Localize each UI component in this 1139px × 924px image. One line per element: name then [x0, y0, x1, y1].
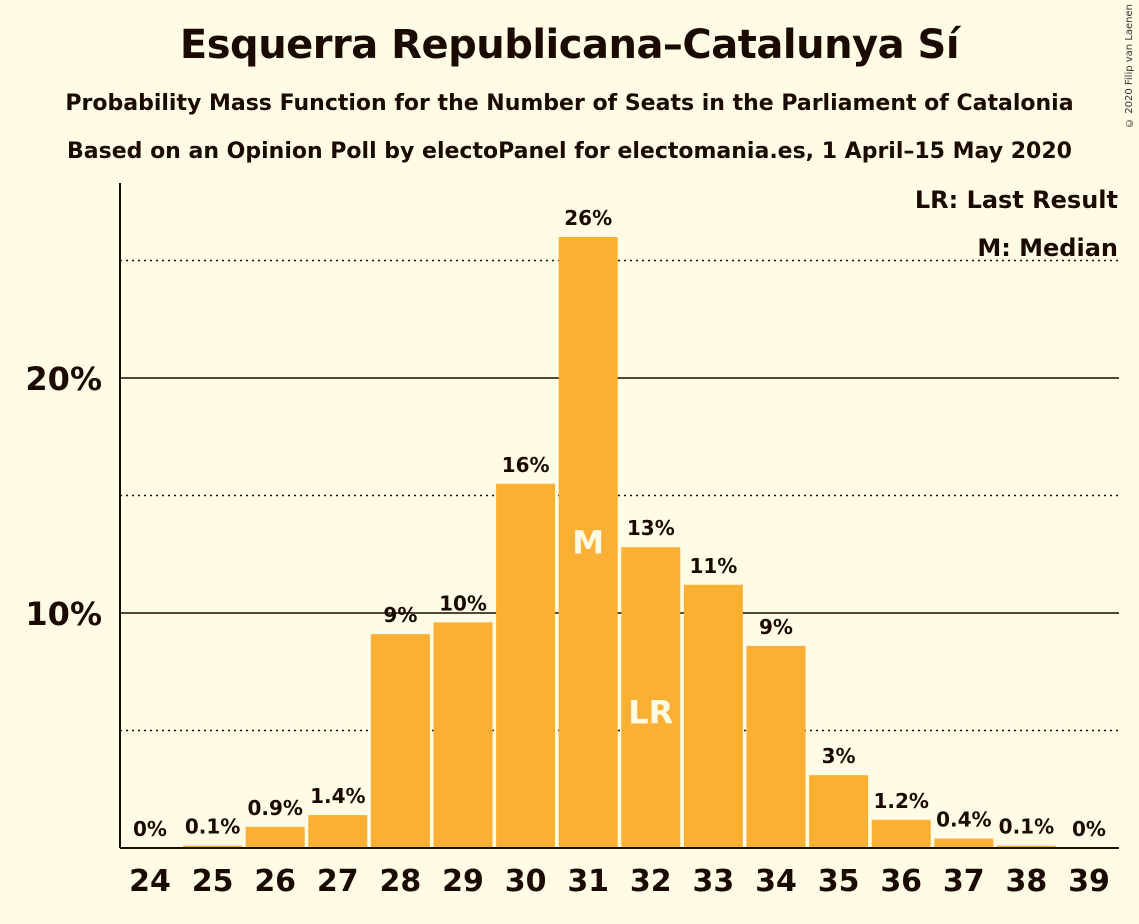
data-label-32: 13%	[627, 516, 675, 540]
data-label-28: 9%	[383, 603, 417, 627]
gridlines	[120, 259, 1119, 732]
chart-source-line: Based on an Opinion Poll by electoPanel …	[67, 139, 1072, 164]
x-tick-25: 25	[192, 864, 234, 899]
chart-subtitle: Probability Mass Function for the Number…	[65, 91, 1074, 116]
bar-27	[308, 815, 368, 848]
x-tick-27: 27	[317, 864, 359, 899]
x-tick-30: 30	[505, 864, 547, 899]
x-tick-37: 37	[943, 864, 985, 899]
median-marker: M	[572, 524, 604, 562]
bar-32	[621, 547, 681, 848]
data-label-33: 11%	[689, 554, 737, 578]
bar-26	[245, 826, 305, 848]
bar-33	[683, 584, 743, 848]
data-label-39: 0%	[1072, 817, 1106, 841]
legend-item-0: LR: Last Result	[915, 186, 1118, 214]
data-label-26: 0.9%	[247, 796, 302, 820]
bar-30	[496, 483, 556, 848]
data-label-37: 0.4%	[936, 808, 991, 832]
bars-group: 0% 24 0.1% 25 0.9% 26 1.4% 27 9% 28 10% 29 16% 30 26% 3…	[129, 206, 1110, 899]
data-label-24: 0%	[133, 817, 167, 841]
data-label-35: 3%	[822, 744, 856, 768]
bar-34	[746, 645, 806, 848]
x-tick-34: 34	[755, 864, 797, 899]
x-tick-33: 33	[693, 864, 735, 899]
x-tick-28: 28	[380, 864, 422, 899]
chart-title: Esquerra Republicana–Catalunya Sí	[179, 22, 960, 68]
axes: 10% 20%	[25, 183, 1119, 849]
x-tick-31: 31	[567, 864, 609, 899]
bar-37	[934, 838, 994, 848]
x-tick-39: 39	[1068, 864, 1110, 899]
data-label-36: 1.2%	[873, 789, 928, 813]
bar-25	[183, 845, 243, 848]
bar-36	[871, 819, 931, 848]
legend-item-1: M: Median	[977, 234, 1118, 262]
data-label-25: 0.1%	[185, 815, 240, 839]
data-label-30: 16%	[502, 453, 550, 477]
x-tick-38: 38	[1006, 864, 1048, 899]
y-tick-10: 10%	[25, 595, 102, 633]
data-label-34: 9%	[759, 615, 793, 639]
x-tick-29: 29	[442, 864, 484, 899]
bar-29	[433, 622, 493, 848]
y-tick-20: 20%	[25, 360, 102, 398]
x-tick-35: 35	[818, 864, 860, 899]
x-tick-36: 36	[880, 864, 922, 899]
data-label-27: 1.4%	[310, 784, 365, 808]
x-tick-26: 26	[254, 864, 296, 899]
bar-35	[809, 775, 869, 848]
data-label-38: 0.1%	[999, 815, 1054, 839]
bar-38	[996, 845, 1056, 848]
data-label-31: 26%	[564, 206, 612, 230]
x-tick-32: 32	[630, 864, 672, 899]
last-result-marker: LR	[628, 694, 673, 732]
bar-28	[370, 634, 430, 848]
bar-31	[558, 237, 618, 848]
legend: LR: Last Result M: Median	[915, 186, 1118, 262]
x-tick-24: 24	[129, 864, 171, 899]
data-label-29: 10%	[439, 591, 487, 615]
